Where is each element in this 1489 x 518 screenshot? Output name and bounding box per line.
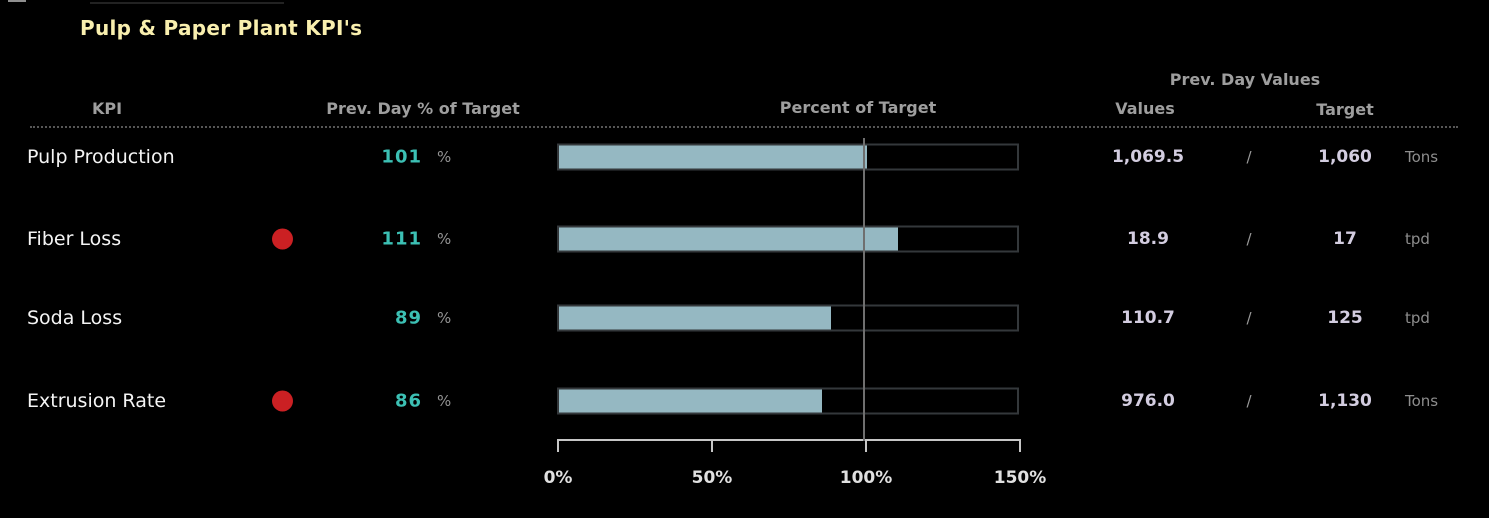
value-target-slash: / (1246, 392, 1252, 410)
pct-of-target-value: 89 (394, 307, 422, 329)
bullet-bar (557, 225, 1019, 253)
bullet-bar (557, 143, 1019, 171)
target-value: 17 (1333, 229, 1357, 249)
target-value: 125 (1327, 308, 1363, 328)
prev-day-value: 18.9 (1127, 229, 1169, 249)
unit-label: Tons (1405, 148, 1439, 166)
prev-day-value: 1,069.5 (1111, 147, 1185, 167)
page-title: Pulp & Paper Plant KPI's (80, 16, 363, 40)
bullet-bar (557, 304, 1019, 332)
target-100pct-reference-line (863, 138, 865, 441)
bullet-bar-fill (559, 389, 822, 413)
value-target-slash: / (1246, 309, 1252, 327)
column-header-target: Target (1316, 100, 1374, 119)
alert-dot-icon (272, 228, 293, 250)
percent-sign: % (437, 230, 452, 248)
unit-label: Tons (1405, 392, 1439, 410)
kpi-name: Pulp Production (27, 146, 175, 168)
window-edge-artifact (90, 2, 284, 4)
axis-tick-label: 150% (993, 468, 1047, 488)
axis-tick (557, 439, 559, 452)
axis-tick-label: 50% (691, 468, 733, 488)
pct-of-target-value: 101 (381, 146, 422, 168)
axis-tick (865, 439, 867, 452)
pct-of-target-value: 111 (381, 228, 422, 250)
unit-label: tpd (1405, 230, 1430, 248)
prev-day-value: 976.0 (1121, 391, 1175, 411)
pct-of-target-value: 86 (394, 390, 422, 412)
axis-tick-label: 100% (839, 468, 893, 488)
unit-label: tpd (1405, 309, 1430, 327)
prev-day-value: 110.7 (1121, 308, 1175, 328)
percent-sign: % (437, 148, 452, 166)
target-value: 1,130 (1318, 391, 1372, 411)
header-separator-line (30, 126, 1458, 128)
kpi-name: Extrusion Rate (27, 390, 167, 412)
axis-tick (1019, 439, 1021, 452)
bullet-bar (557, 387, 1019, 415)
value-target-slash: / (1246, 230, 1252, 248)
kpi-name: Fiber Loss (27, 228, 122, 250)
value-target-slash: / (1246, 148, 1252, 166)
column-header-prev-day-pct: Prev. Day % of Target (326, 99, 520, 118)
kpi-name: Soda Loss (27, 307, 123, 329)
target-value: 1,060 (1318, 147, 1372, 167)
bullet-bar-fill (559, 306, 831, 330)
alert-dot-icon (272, 390, 293, 412)
bullet-bar-fill (559, 145, 868, 169)
percent-sign: % (437, 392, 452, 410)
x-axis-line (557, 439, 1021, 441)
bullet-bar-fill (559, 227, 898, 251)
column-header-prev-day-values: Prev. Day Values (1169, 70, 1321, 89)
axis-tick-label: 0% (543, 468, 573, 488)
axis-tick (711, 439, 713, 452)
window-edge-artifact (8, 0, 26, 2)
column-header-kpi: KPI (91, 99, 123, 118)
percent-sign: % (437, 309, 452, 327)
column-header-percent-of-target: Percent of Target (779, 98, 937, 117)
column-header-values: Values (1115, 99, 1175, 118)
